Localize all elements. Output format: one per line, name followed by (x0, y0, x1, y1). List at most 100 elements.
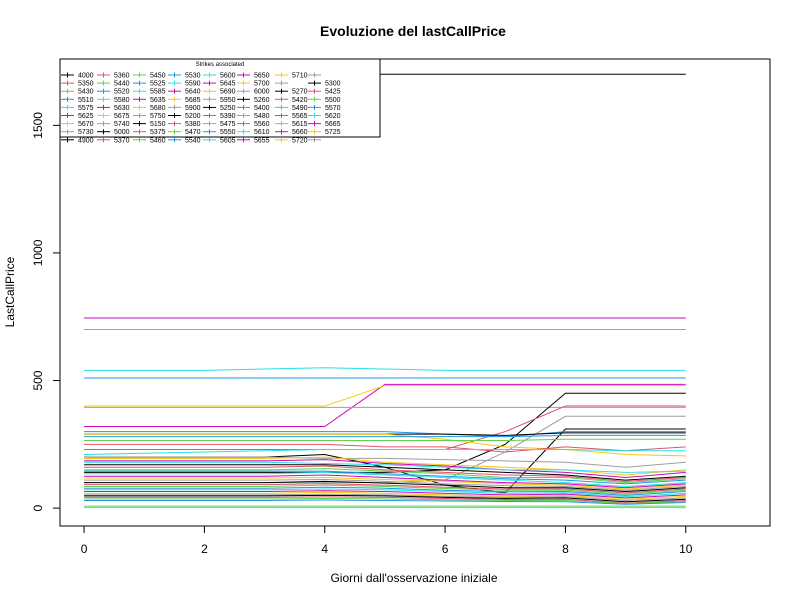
legend-entry-label: 5530 (185, 73, 201, 80)
x-axis: 0 2 4 6 8 10 (81, 525, 693, 556)
series-line-26 (84, 470, 686, 485)
legend-entry-label: 5655 (254, 137, 270, 144)
series-line-21 (84, 459, 686, 479)
chart-title: Evoluzione del lastCallPrice (320, 23, 506, 39)
legend-entry-label: 5590 (185, 81, 201, 88)
legend-box (59, 58, 381, 138)
legend-entry-label: 5575 (78, 105, 94, 112)
series-line-24 (84, 465, 686, 482)
series-line-31 (84, 480, 686, 493)
legend-entry-label: 5500 (325, 97, 341, 104)
legend-entry-label: 4900 (78, 137, 94, 144)
legend-entry-label: 5480 (254, 113, 270, 120)
x-tick-label: 4 (321, 542, 328, 556)
legend-entry-label: 4000 (78, 73, 94, 80)
series-line-14 (84, 433, 686, 457)
series-line-16 (84, 438, 686, 442)
legend-entry-label: 5950 (220, 97, 236, 104)
y-tick-label: 500 (31, 370, 45, 390)
legend-entry-label: 5585 (150, 89, 166, 96)
legend-entry-label: 5685 (185, 97, 201, 104)
legend-entry-label: 5700 (254, 81, 270, 88)
y-tick-label: 1500 (31, 112, 45, 139)
legend: Strikes associated 400053505430551055755… (59, 58, 381, 144)
legend-entry-label: 5600 (220, 73, 236, 80)
series-line-38 (84, 493, 686, 501)
legend-entry-label: 5470 (185, 129, 201, 136)
legend-entry-label: 6000 (254, 89, 270, 96)
series-line-30 (84, 479, 686, 491)
legend-entry-label: 5200 (185, 113, 201, 120)
legend-entry-label: 5475 (220, 121, 236, 128)
legend-entry-label: 5650 (254, 73, 270, 80)
legend-entry-label: 5525 (150, 81, 166, 88)
series-line-39 (84, 494, 686, 503)
legend-entry-label: 5720 (292, 137, 308, 144)
legend-entry-label: 5750 (150, 113, 166, 120)
legend-entry-label: 5730 (78, 129, 94, 136)
series-line-23 (84, 464, 686, 481)
legend-entry-label: 5430 (78, 89, 94, 96)
series-line-34 (84, 486, 686, 496)
legend-entry-label: 5570 (325, 105, 341, 112)
legend-entry-label: 5550 (220, 129, 236, 136)
legend-entry-label: 5625 (78, 113, 94, 120)
legend-entry-label: 5640 (185, 89, 201, 96)
series-line-9 (84, 405, 686, 450)
legend-title: Strikes associated (196, 62, 245, 68)
series-line-22 (84, 461, 686, 473)
series-line-5 (84, 383, 686, 427)
series-line-15 (84, 434, 686, 438)
series-line-35 (84, 488, 686, 498)
legend-entry-label: 5900 (185, 105, 201, 112)
legend-entry-label: 5605 (220, 137, 236, 144)
y-tick-label: 0 (31, 504, 45, 511)
legend-entry-label: 5440 (114, 81, 130, 88)
legend-entry-label: 5620 (325, 113, 341, 120)
legend-entry-label: 5375 (150, 129, 166, 136)
legend-entry-label: 5560 (254, 121, 270, 128)
legend-entry-label: 5565 (292, 113, 308, 120)
series-line-29 (84, 477, 686, 490)
x-tick-label: 6 (442, 542, 449, 556)
legend-entry-label: 5490 (292, 105, 308, 112)
series-line-25 (84, 468, 686, 484)
legend-entry-label: 5630 (114, 105, 130, 112)
legend-entry-label: 5610 (254, 129, 270, 136)
legend-entry-label: 5425 (325, 89, 341, 96)
legend-entry-label: 5580 (114, 97, 130, 104)
legend-entry-label: 5680 (150, 105, 166, 112)
series-line-41 (84, 497, 686, 505)
legend-entry-label: 5150 (150, 121, 166, 128)
y-axis-label: LastCallPrice (3, 256, 17, 327)
legend-entry-label: 5710 (292, 73, 308, 80)
legend-entry-label: 5000 (114, 129, 130, 136)
series-line-20 (84, 456, 686, 476)
legend-entry-label: 5665 (325, 121, 341, 128)
x-tick-label: 8 (562, 542, 569, 556)
series-line-12 (84, 431, 686, 438)
y-tick-label: 1000 (31, 239, 45, 266)
series-line-36 (84, 490, 686, 499)
series-line-8 (84, 392, 686, 473)
legend-entry-label: 5460 (150, 137, 166, 144)
legend-entry-label: 5635 (150, 97, 166, 104)
legend-entry-label: 5360 (114, 73, 130, 80)
legend-entry-label: 5270 (292, 89, 308, 96)
series-line-19 (84, 456, 686, 468)
y-axis: 0 500 1000 1500 (31, 112, 61, 511)
legend-entry-label: 5260 (254, 97, 270, 104)
series-line-32 (84, 483, 686, 494)
legend-entry-label: 5400 (254, 105, 270, 112)
series-line-33 (84, 484, 686, 495)
x-tick-label: 10 (679, 542, 693, 556)
legend-entry-label: 5660 (292, 129, 308, 136)
series-line-3 (84, 367, 686, 371)
x-tick-label: 2 (201, 542, 208, 556)
series-line-40 (84, 496, 686, 504)
legend-entry-label: 5250 (220, 105, 236, 112)
legend-entry-label: 5670 (78, 121, 94, 128)
x-axis-label: Giorni dall'osservazione iniziale (330, 571, 497, 585)
legend-entry-label: 5350 (78, 81, 94, 88)
